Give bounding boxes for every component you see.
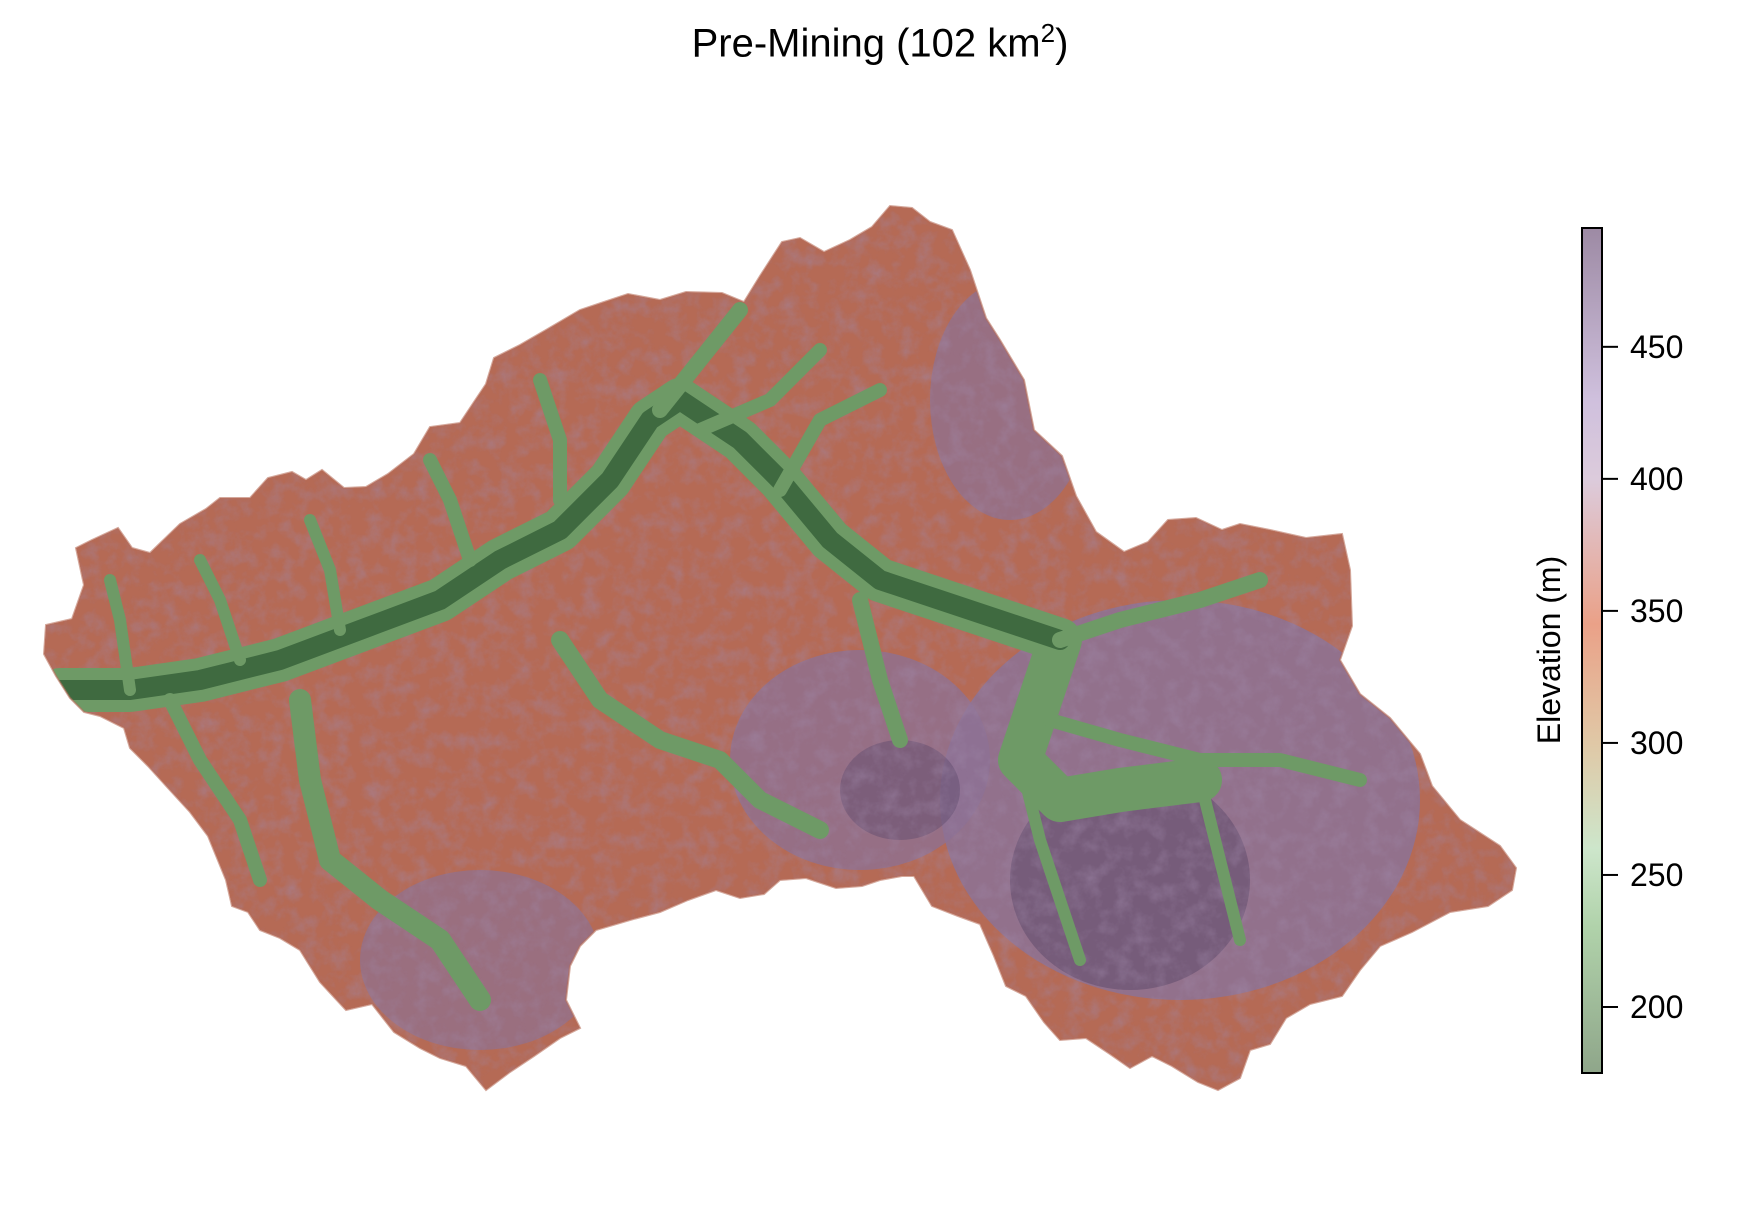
tributary-east-1 [1052, 572, 1268, 648]
map-title-suffix: ) [1055, 21, 1069, 66]
elevation-legend: 200 250 300 350 400 450 Elevation (m) [1531, 227, 1683, 1074]
tributary-east-3 [1014, 754, 1086, 966]
tributary-east-4 [1194, 774, 1246, 946]
map-title-superscript: 2 [1040, 18, 1056, 48]
tributary-central [773, 383, 887, 497]
tributary-north-2 [533, 373, 567, 507]
tributary-west-1 [194, 554, 246, 666]
tributary-west-3 [104, 574, 136, 696]
legend-colorbar [1581, 227, 1603, 1074]
main-river-channel [50, 390, 1070, 700]
legend-tick-label-450: 450 [1630, 329, 1683, 365]
legend-title: Elevation (m) [1531, 556, 1567, 745]
tributary-south [551, 631, 829, 839]
tributary-southwest-2 [163, 693, 267, 887]
tributary-north-3 [652, 302, 748, 418]
legend-ticks: 200 250 300 350 400 450 [1602, 329, 1683, 1025]
tributary-east-2 [1043, 713, 1367, 787]
legend-tick-label-300: 300 [1630, 725, 1683, 761]
legend-tick-label-200: 200 [1630, 989, 1683, 1025]
tributary-north-4 [693, 343, 827, 437]
legend-tick-label-350: 350 [1630, 593, 1683, 629]
stream-network [44, 302, 1367, 1011]
map-title: Pre-Mining (102 km2) [0, 18, 1760, 66]
tributary-north-1 [423, 453, 477, 567]
tributary-west-2 [304, 514, 346, 636]
tributary-southwest [289, 689, 491, 1011]
tributary-central-south [852, 592, 908, 748]
map-title-text: Pre-Mining (102 km [691, 21, 1041, 66]
legend-tick-label-250: 250 [1630, 857, 1683, 893]
legend-tick-label-400: 400 [1630, 461, 1683, 497]
